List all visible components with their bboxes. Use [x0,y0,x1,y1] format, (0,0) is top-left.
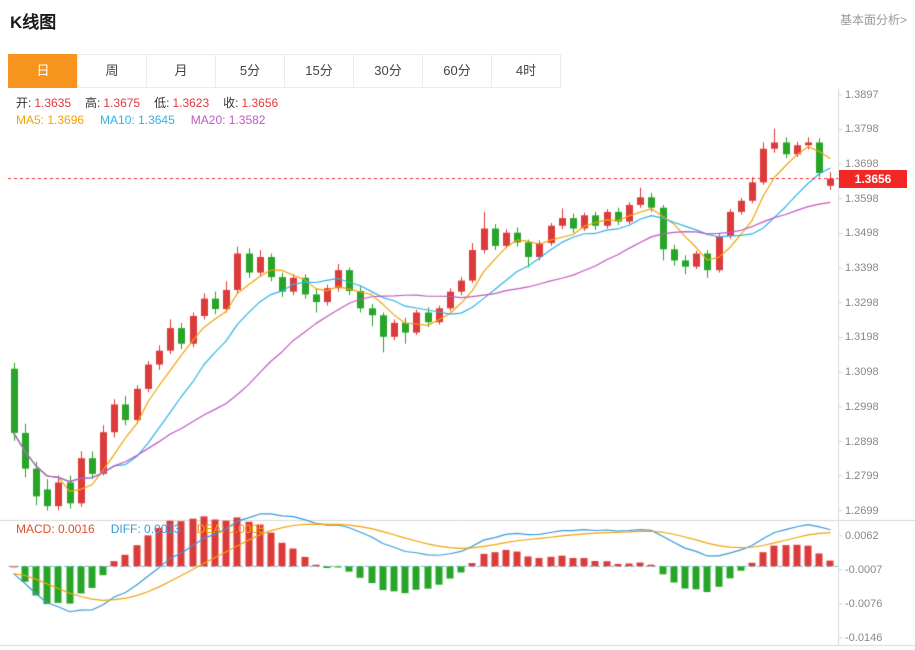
current-price-tag: 1.3656 [839,169,907,188]
tab-月[interactable]: 月 [146,54,216,88]
tab-4时[interactable]: 4时 [491,54,561,88]
timeframe-tabs: 日周月 5分 15分 30分 60分 4时 [8,54,561,88]
tab-日[interactable]: 日 [8,54,78,88]
tab-周[interactable]: 周 [77,54,147,88]
kline-canvas[interactable] [0,88,915,650]
tab-5分[interactable]: 5分 [215,54,285,88]
fundamental-analysis-link[interactable]: 基本面分析> [839,13,907,27]
tab-60分[interactable]: 60分 [422,54,492,88]
tab-30分[interactable]: 30分 [353,54,423,88]
page-title: K线图 [10,13,57,32]
tab-15分[interactable]: 15分 [284,54,354,88]
